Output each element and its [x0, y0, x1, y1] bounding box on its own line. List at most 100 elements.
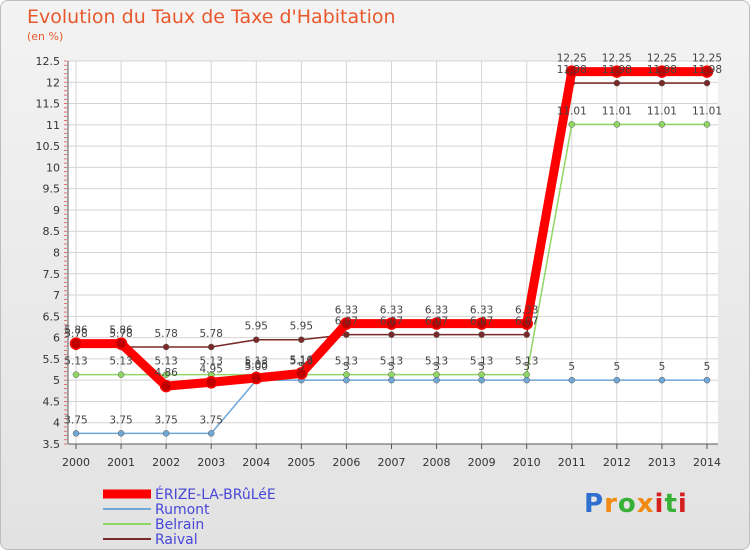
series-point-3 — [478, 331, 485, 338]
series-point-0 — [69, 337, 83, 350]
data-label: 11.01 — [557, 105, 587, 117]
data-label: 11.98 — [647, 64, 677, 76]
data-label: 3.75 — [64, 414, 87, 426]
data-label: 6.07 — [515, 316, 538, 328]
data-label: 6.07 — [425, 316, 448, 328]
x-tick-label: 2001 — [107, 456, 135, 469]
data-label: 5 — [523, 361, 530, 373]
series-point-0 — [520, 317, 533, 330]
series-point-3 — [658, 79, 666, 87]
y-tick-label: 5.5 — [43, 353, 61, 366]
series-point-1 — [117, 430, 125, 437]
data-label: 6.07 — [335, 316, 358, 328]
data-label: 6.33 — [515, 305, 538, 317]
data-label: 5.13 — [154, 356, 177, 368]
series-point-1 — [478, 376, 485, 384]
y-tick-label: 12.5 — [36, 55, 61, 68]
data-label: 5.86 — [109, 325, 133, 337]
data-label: 11.01 — [692, 105, 722, 117]
series-point-3 — [613, 79, 621, 87]
data-label: 12.25 — [692, 53, 722, 65]
series-point-1 — [568, 376, 576, 384]
data-label: 5.78 — [154, 328, 177, 340]
data-label: 5.13 — [290, 356, 313, 368]
data-label: 5 — [388, 361, 395, 373]
axes: 3.5 4 4.5 5 5.5 6 6.5 7 7.5 8 8.5 9 9.5 10 10.5 11 11.5 1… — [36, 55, 721, 469]
x-tick-label: 2004 — [242, 456, 270, 469]
series-point-1 — [613, 376, 621, 384]
y-tick-label: 10 — [46, 161, 60, 174]
series-point-1 — [433, 376, 440, 384]
data-label: 5.95 — [290, 321, 313, 333]
data-label: 6.33 — [425, 305, 448, 317]
series-point-1 — [207, 430, 215, 437]
series-point-0 — [340, 317, 353, 330]
legend-swatches — [103, 489, 151, 540]
data-label: 5.00 — [245, 361, 268, 373]
series-point-0 — [610, 65, 624, 78]
data-label: 12.25 — [557, 53, 587, 65]
y-tick-label: 7 — [53, 289, 60, 302]
series-layer — [69, 65, 714, 437]
data-label: 5 — [433, 361, 440, 373]
series-point-2 — [658, 121, 666, 128]
labels-layer: 5.86 5.86 4.86 4.95 5.05 5.16 6.33 6.33 6.33 6.33… — [64, 53, 722, 427]
y-tick-label: 10.5 — [36, 140, 61, 153]
y-tick-label: 7.5 — [43, 268, 61, 281]
series-point-0 — [159, 379, 173, 393]
y-tick-label: 4.5 — [43, 395, 61, 408]
data-label: 12.25 — [647, 53, 677, 65]
series-point-2 — [568, 121, 576, 128]
data-label: 5 — [568, 361, 575, 373]
data-label: 5.13 — [200, 356, 223, 368]
x-tick-label: 2007 — [377, 456, 405, 469]
y-tick-label: 3.5 — [43, 438, 61, 451]
x-tick-label: 2000 — [62, 456, 90, 469]
data-label: 11.98 — [557, 64, 587, 76]
series-point-2 — [703, 121, 711, 128]
series-point-3 — [703, 79, 711, 87]
data-label: 5.16 — [290, 354, 314, 366]
series-point-0 — [295, 367, 308, 380]
data-label: 5.13 — [380, 356, 403, 368]
y-tick-label: 8 — [53, 247, 60, 260]
series-point-3 — [253, 336, 260, 343]
data-label: 5 — [659, 361, 666, 373]
x-tick-label: 2012 — [603, 456, 631, 469]
chart-title: Evolution du Taux de Taxe d'Habitation — [27, 6, 396, 28]
data-label: 5 — [298, 361, 305, 373]
x-tick-label: 2006 — [332, 456, 360, 469]
x-tick-label: 2014 — [693, 456, 721, 469]
x-tick-label: 2003 — [197, 456, 225, 469]
data-label: 5.86 — [64, 325, 88, 337]
x-tick-label: 2010 — [513, 456, 541, 469]
data-label: 11.98 — [602, 64, 632, 76]
data-label: 6.07 — [380, 316, 403, 328]
chart-subtitle: (en %) — [27, 30, 64, 43]
series-point-0 — [565, 65, 579, 78]
series-point-0 — [700, 65, 714, 78]
data-label: 4.95 — [200, 363, 223, 375]
data-label: 5.05 — [245, 359, 268, 371]
y-tick-label: 12 — [46, 76, 60, 89]
series-point-2 — [72, 371, 80, 378]
logo-letter: i — [677, 489, 688, 519]
data-label: 5.13 — [109, 356, 132, 368]
logo-letter: t — [664, 489, 678, 519]
data-label: 6.07 — [470, 316, 493, 328]
x-tick-label: 2008 — [423, 456, 451, 469]
series-point-1 — [72, 430, 80, 437]
series-point-0 — [250, 371, 263, 385]
data-label: 5 — [343, 361, 350, 373]
data-label: 5.78 — [200, 328, 223, 340]
y-tick-label: 6.5 — [43, 310, 61, 323]
legend-label-erize: ÉRIZE-LA-BRûLéE — [155, 487, 276, 503]
data-label: 11.01 — [602, 105, 632, 117]
x-tick-label: 2011 — [558, 456, 586, 469]
series-point-3 — [298, 336, 305, 343]
logo-letter: x — [636, 489, 655, 519]
legend-label-rumont: Rumont — [155, 502, 210, 518]
data-label: 3.75 — [109, 414, 132, 426]
